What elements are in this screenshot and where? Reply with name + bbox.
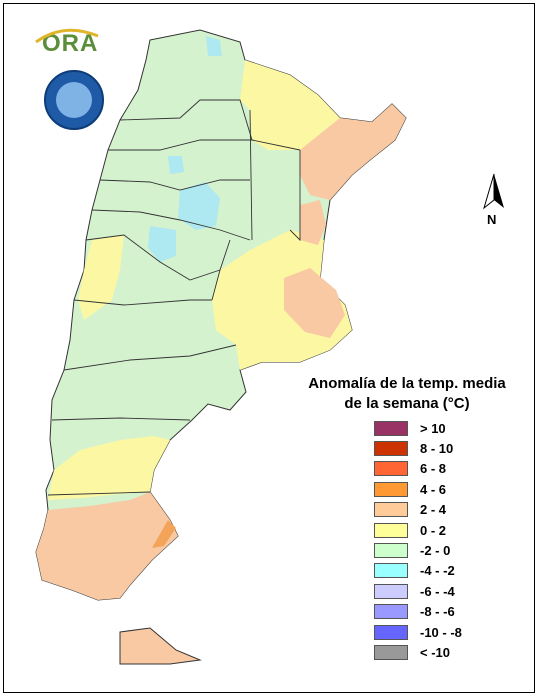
seal-center (56, 82, 92, 118)
band-4-6-patch (152, 520, 176, 548)
band-2-4-patagonia-south (36, 492, 178, 600)
logo-arc-icon (35, 28, 99, 44)
legend-label: 8 - 10 (420, 441, 454, 457)
band-neg4-neg2-tucuman (168, 156, 184, 174)
band-2-4-buenos-aires (284, 268, 345, 338)
legend-label: 6 - 8 (420, 461, 447, 477)
band-0-2-patagonia-north (48, 436, 170, 500)
band-2-4-mesopotamia (300, 104, 406, 200)
legend-item: 8 - 10 (374, 438, 462, 458)
legend-item: 0 - 2 (374, 520, 462, 540)
legend-item: -6 - -4 (374, 581, 462, 601)
legend-swatch (374, 583, 408, 599)
legend-swatch (374, 502, 408, 518)
legend-item: < -10 (374, 642, 462, 662)
legend-item: 6 - 8 (374, 459, 462, 479)
smn-seal-icon (44, 70, 104, 130)
legend-swatch (374, 543, 408, 559)
legend-swatch (374, 624, 408, 640)
band-0-2-central-east (212, 230, 352, 370)
legend-swatch (374, 644, 408, 660)
legend-label: -10 - -8 (420, 624, 462, 640)
north-arrow-icon (483, 173, 504, 210)
legend-label: -2 - 0 (420, 543, 451, 559)
legend: > 10 8 - 10 6 - 8 4 - 6 2 - 4 0 - 2 -2 - 0 -4 -… (374, 418, 462, 663)
legend-label: 2 - 4 (420, 502, 447, 518)
legend-item: -8 - -6 (374, 602, 462, 622)
band-neg4-neg2-north (206, 36, 222, 56)
legend-label: -8 - -6 (420, 604, 455, 620)
legend-label: 0 - 2 (420, 522, 447, 538)
legend-label: -4 - -2 (420, 563, 455, 579)
tierra-del-fuego (119, 627, 202, 665)
legend-swatch (374, 481, 408, 497)
north-label: N (487, 212, 497, 227)
band-0-2-northeast (240, 60, 340, 150)
legend-title: Anomalía de la temp. media de la semana … (292, 374, 522, 414)
legend-swatch (374, 441, 408, 457)
band-neg4-neg2-cordoba (178, 182, 220, 230)
legend-swatch (374, 522, 408, 538)
legend-label: > 10 (420, 420, 446, 436)
legend-swatch (374, 461, 408, 477)
province-boundaries (47, 99, 301, 496)
legend-item: -2 - 0 (374, 540, 462, 560)
band-2-4-entre-rios (300, 200, 326, 245)
legend-title-line1: Anomalía de la temp. media (308, 375, 506, 392)
legend-item: 2 - 4 (374, 500, 462, 520)
legend-label: < -10 (420, 644, 450, 660)
legend-item: -10 - -8 (374, 622, 462, 642)
band-0-2-cuyo (78, 235, 124, 320)
legend-label: -6 - -4 (420, 583, 455, 599)
legend-swatch (374, 563, 408, 579)
legend-swatch (374, 420, 408, 436)
legend-item: 4 - 6 (374, 479, 462, 499)
legend-item: > 10 (374, 418, 462, 438)
legend-item: -4 - -2 (374, 561, 462, 581)
legend-title-line2: de la semana (°C) (344, 395, 470, 412)
legend-label: 4 - 6 (420, 481, 447, 497)
legend-swatch (374, 604, 408, 620)
band-neg4-neg2-sanluis (148, 226, 176, 262)
